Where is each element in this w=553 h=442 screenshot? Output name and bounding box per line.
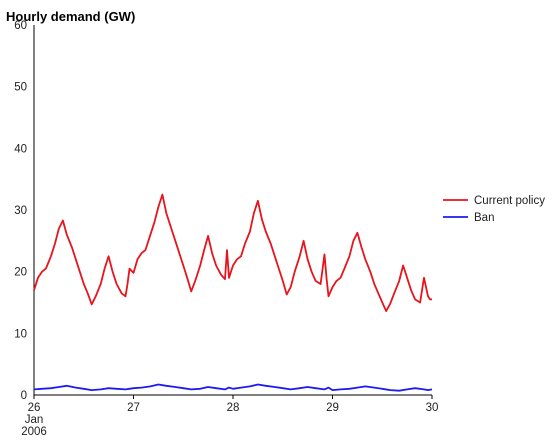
y-tick-label: 40	[14, 143, 27, 155]
y-tick-label: 50	[14, 82, 27, 94]
y-tick-label: 60	[14, 20, 27, 32]
y-tick-label: 10	[14, 328, 27, 340]
legend-item: Ban	[443, 212, 494, 224]
x-tick-label: 30	[426, 402, 439, 414]
y-axis: 0 10 20 30 40 50 60	[14, 20, 35, 402]
legend-label: Ban	[474, 212, 494, 224]
legend-item: Current policy	[443, 195, 545, 207]
legend: Current policy Ban	[443, 195, 545, 224]
y-tick-label: 30	[14, 205, 27, 217]
legend-label: Current policy	[474, 195, 545, 207]
x-tick-label: 2006	[21, 426, 47, 438]
x-tick-label: 28	[227, 402, 240, 414]
chart-title: Hourly demand (GW)	[6, 9, 135, 24]
y-tick-label: 20	[14, 267, 27, 279]
series-line-1	[33, 383, 433, 392]
x-tick-label: 29	[326, 402, 339, 414]
y-tick-label: 0	[21, 390, 27, 402]
plot-area	[33, 193, 433, 392]
x-tick-label: Jan	[25, 414, 44, 426]
x-tick-label: 27	[127, 402, 140, 414]
x-tick-label: 26	[28, 402, 41, 414]
series-line-0	[33, 193, 432, 313]
